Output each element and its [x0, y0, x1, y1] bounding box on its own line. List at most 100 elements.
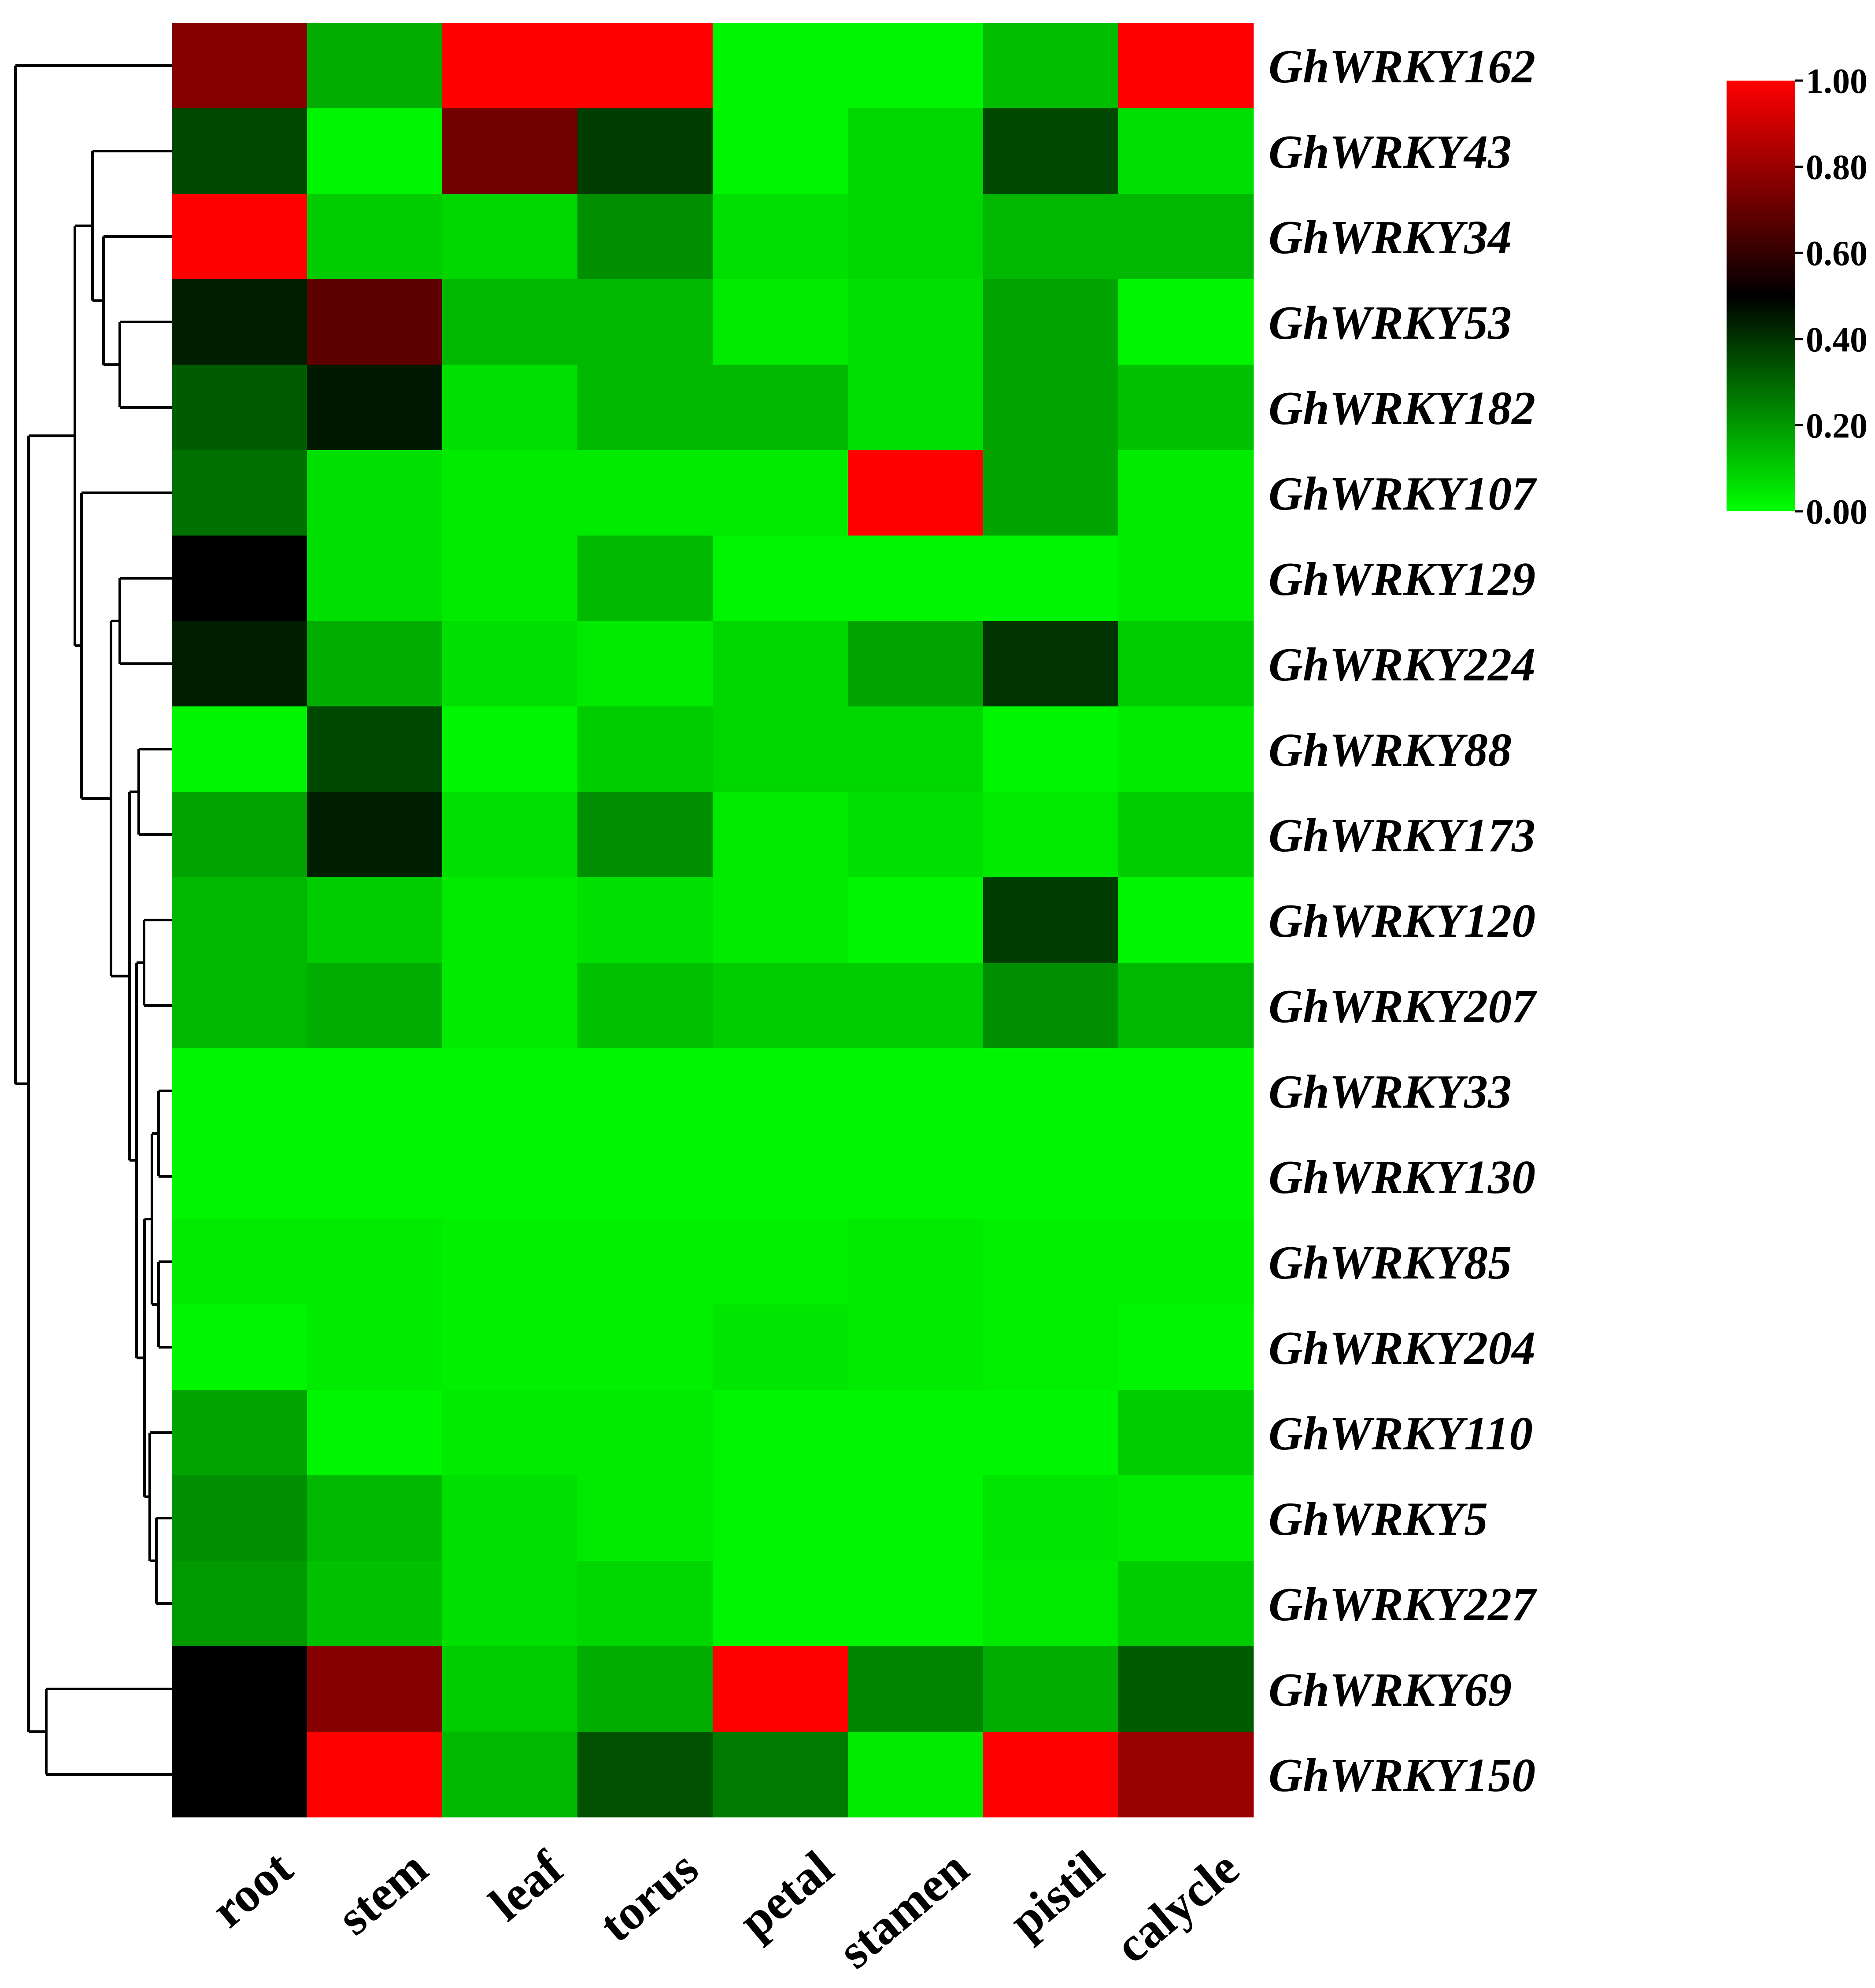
- heatmap-cell-GhWRKY33-stem: [307, 1048, 443, 1134]
- heatmap-cell-GhWRKY107-stem: [307, 450, 443, 536]
- heatmap-cell-GhWRKY43-calycle: [1118, 108, 1254, 194]
- heatmap-cell-GhWRKY224-calycle: [1118, 621, 1254, 707]
- heatmap-cell-GhWRKY224-torus: [577, 621, 713, 707]
- heatmap-cell-GhWRKY162-stamen: [848, 23, 984, 109]
- heatmap-cell-GhWRKY150-petal: [713, 1732, 848, 1818]
- heatmap-cell-GhWRKY224-pistil: [983, 621, 1119, 707]
- heatmap-cell-GhWRKY88-pistil: [983, 706, 1119, 792]
- heatmap-cell-GhWRKY43-petal: [713, 108, 848, 194]
- heatmap-cell-GhWRKY204-calycle: [1118, 1304, 1254, 1390]
- heatmap-cell-GhWRKY182-calycle: [1118, 365, 1254, 451]
- heatmap-cell-GhWRKY120-pistil: [983, 877, 1119, 963]
- heatmap-cell-GhWRKY69-petal: [713, 1646, 848, 1732]
- heatmap-cell-GhWRKY5-pistil: [983, 1475, 1119, 1561]
- heatmap-cell-GhWRKY43-pistil: [983, 108, 1119, 194]
- heatmap-cell-GhWRKY182-pistil: [983, 365, 1119, 451]
- heatmap-cell-GhWRKY227-stem: [307, 1561, 443, 1647]
- heatmap-cell-GhWRKY34-calycle: [1118, 194, 1254, 280]
- heatmap-cell-GhWRKY120-leaf: [442, 877, 578, 963]
- heatmap-cell-GhWRKY85-stem: [307, 1219, 443, 1305]
- heatmap-cell-GhWRKY43-stamen: [848, 108, 984, 194]
- heatmap-cell-GhWRKY130-torus: [577, 1134, 713, 1219]
- row-label: GhWRKY5: [1268, 1493, 1488, 1545]
- heatmap-cell-GhWRKY110-torus: [577, 1390, 713, 1476]
- heatmap-cell-GhWRKY162-torus: [577, 23, 713, 109]
- heatmap-cell-GhWRKY227-stamen: [848, 1561, 984, 1647]
- heatmap-cell-GhWRKY130-stem: [307, 1134, 443, 1219]
- heatmap-cell-GhWRKY162-pistil: [983, 23, 1119, 109]
- heatmap-cell-GhWRKY227-calycle: [1118, 1561, 1254, 1647]
- heatmap-cell-GhWRKY129-pistil: [983, 536, 1119, 621]
- color-scale-tick-label: 0.40: [1806, 321, 1868, 359]
- heatmap-cell-GhWRKY53-leaf: [442, 279, 578, 365]
- heatmap-cell-GhWRKY5-root: [172, 1475, 307, 1561]
- heatmap-cell-GhWRKY129-stamen: [848, 536, 984, 621]
- heatmap-cell-GhWRKY88-stamen: [848, 706, 984, 792]
- heatmap-cell-GhWRKY110-root: [172, 1390, 307, 1476]
- heatmap-cell-GhWRKY204-pistil: [983, 1304, 1119, 1390]
- heatmap-cell-GhWRKY207-pistil: [983, 963, 1119, 1049]
- heatmap-cell-GhWRKY173-leaf: [442, 792, 578, 878]
- heatmap-cell-GhWRKY85-pistil: [983, 1219, 1119, 1305]
- heatmap-cell-GhWRKY107-torus: [577, 450, 713, 536]
- heatmap-cell-GhWRKY129-leaf: [442, 536, 578, 621]
- column-label: stem: [327, 1840, 438, 1946]
- heatmap-cell-GhWRKY204-stem: [307, 1304, 443, 1390]
- heatmap-cell-GhWRKY204-torus: [577, 1304, 713, 1390]
- heatmap-cell-GhWRKY204-leaf: [442, 1304, 578, 1390]
- heatmap-cell-GhWRKY85-root: [172, 1219, 307, 1305]
- heatmap-cell-GhWRKY224-stem: [307, 621, 443, 707]
- heatmap-cell-GhWRKY88-leaf: [442, 706, 578, 792]
- row-label: GhWRKY34: [1268, 211, 1512, 264]
- heatmap-cell-GhWRKY130-calycle: [1118, 1134, 1254, 1219]
- heatmap-cell-GhWRKY43-torus: [577, 108, 713, 194]
- heatmap-cell-GhWRKY107-pistil: [983, 450, 1119, 536]
- heatmap-cell-GhWRKY33-leaf: [442, 1048, 578, 1134]
- heatmap-cell-GhWRKY130-pistil: [983, 1134, 1119, 1219]
- color-scale-tick-label: 0.00: [1806, 493, 1868, 532]
- heatmap-cell-GhWRKY129-root: [172, 536, 307, 621]
- heatmap-cell-GhWRKY207-petal: [713, 963, 848, 1049]
- heatmap-cell-GhWRKY150-pistil: [983, 1732, 1119, 1818]
- row-label: GhWRKY150: [1268, 1749, 1535, 1802]
- heatmap-cell-GhWRKY43-root: [172, 108, 307, 194]
- heatmap-cell-GhWRKY173-root: [172, 792, 307, 878]
- heatmap-cell-GhWRKY120-stamen: [848, 877, 984, 963]
- row-label: GhWRKY110: [1268, 1408, 1533, 1460]
- heatmap-cell-GhWRKY53-root: [172, 279, 307, 365]
- heatmap-cell-GhWRKY120-calycle: [1118, 877, 1254, 963]
- heatmap-cell-GhWRKY182-leaf: [442, 365, 578, 451]
- row-label: GhWRKY43: [1268, 126, 1512, 178]
- heatmap-cell-GhWRKY53-calycle: [1118, 279, 1254, 365]
- heatmap-cell-GhWRKY34-torus: [577, 194, 713, 280]
- heatmap-cell-GhWRKY173-stem: [307, 792, 443, 878]
- heatmap-cell-GhWRKY162-petal: [713, 23, 848, 109]
- row-label: GhWRKY207: [1268, 980, 1537, 1033]
- heatmap-cell-GhWRKY173-pistil: [983, 792, 1119, 878]
- heatmap-cell-GhWRKY34-leaf: [442, 194, 578, 280]
- row-label: GhWRKY182: [1268, 382, 1535, 435]
- heatmap-cell-GhWRKY224-root: [172, 621, 307, 707]
- heatmap-cell-GhWRKY173-torus: [577, 792, 713, 878]
- heatmap-cell-GhWRKY34-pistil: [983, 194, 1119, 280]
- column-label: stamen: [828, 1840, 979, 1979]
- row-label: GhWRKY107: [1268, 468, 1537, 520]
- heatmap-cell-GhWRKY129-torus: [577, 536, 713, 621]
- column-label: calycle: [1105, 1840, 1249, 1974]
- heatmap-cell-GhWRKY182-root: [172, 365, 307, 451]
- heatmap-cell-GhWRKY182-stamen: [848, 365, 984, 451]
- heatmap-cell-GhWRKY85-stamen: [848, 1219, 984, 1305]
- heatmap-cell-GhWRKY162-stem: [307, 23, 443, 109]
- heatmap-cell-GhWRKY53-stem: [307, 279, 443, 365]
- heatmap-cell-GhWRKY129-stem: [307, 536, 443, 621]
- heatmap-cell-GhWRKY34-stem: [307, 194, 443, 280]
- heatmap-cell-GhWRKY182-stem: [307, 365, 443, 451]
- heatmap-cell-GhWRKY88-calycle: [1118, 706, 1254, 792]
- heatmap-cell-GhWRKY53-torus: [577, 279, 713, 365]
- heatmap-cell-GhWRKY107-root: [172, 450, 307, 536]
- heatmap-cell-GhWRKY107-calycle: [1118, 450, 1254, 536]
- heatmap-cell-GhWRKY130-leaf: [442, 1134, 578, 1219]
- heatmap-cell-GhWRKY107-stamen: [848, 450, 984, 536]
